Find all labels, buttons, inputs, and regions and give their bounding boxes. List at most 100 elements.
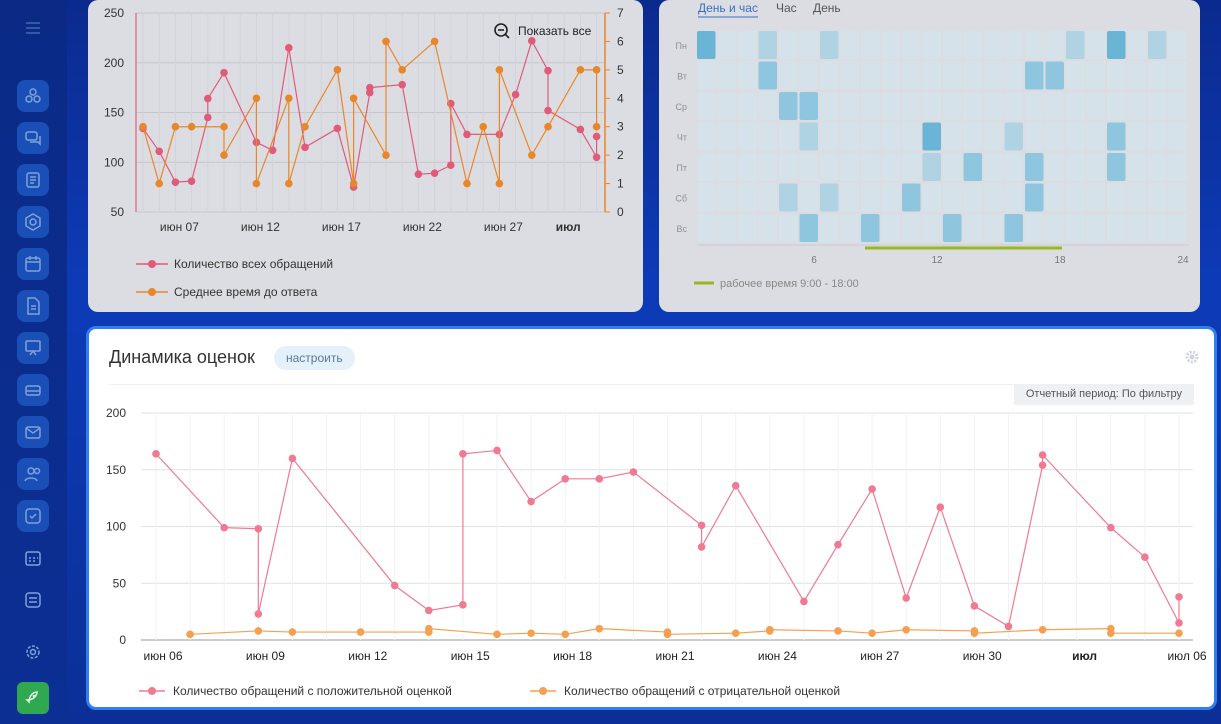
x-tick-label: июн 18 <box>553 649 592 663</box>
data-point <box>970 602 979 610</box>
heatmap-cell <box>1086 31 1105 59</box>
heatmap-cell <box>861 153 880 181</box>
data-point <box>152 450 160 458</box>
data-point <box>868 485 876 493</box>
heatmap-cell <box>1086 122 1105 151</box>
y-left-tick-label: 200 <box>104 56 124 70</box>
heatmap-cell <box>1127 153 1146 181</box>
data-point <box>186 630 194 639</box>
schedule-icon[interactable] <box>17 542 49 574</box>
data-point <box>430 37 439 46</box>
heatmap-cell <box>861 61 880 90</box>
legend-positive[interactable]: Количество обращений с положительной оце… <box>139 684 452 698</box>
legend-marker <box>148 260 156 268</box>
contacts-icon[interactable] <box>17 458 49 490</box>
activity-heatmap: День и час Час День Пн Вт Ср Чт Пт Сб Вс 6 12 18 24 ра… <box>675 1 1189 290</box>
heatmap-cell <box>820 153 839 181</box>
checklist-icon[interactable] <box>17 500 49 532</box>
rocket-icon[interactable] <box>17 682 49 714</box>
y-right-tick-label: 0 <box>617 205 624 219</box>
gear-icon[interactable] <box>1184 349 1200 365</box>
heatmap-cell <box>820 92 839 120</box>
heatmap-cell <box>1004 61 1023 90</box>
legend-label: Количество всех обращений <box>174 257 333 271</box>
heatmap-cell <box>799 153 818 181</box>
heatmap-cell <box>943 153 962 181</box>
y-right-tick-label: 6 <box>617 34 624 48</box>
heatmap-cell <box>840 153 859 181</box>
menu-icon[interactable] <box>17 12 49 44</box>
data-point <box>463 130 471 139</box>
chat-icon[interactable] <box>17 122 49 154</box>
heatmap-cell <box>840 214 859 242</box>
y-left-tick-label: 50 <box>111 205 125 219</box>
hour-tick-label: 24 <box>1177 255 1189 266</box>
heatmap-cell <box>1127 61 1146 90</box>
data-point <box>220 68 228 77</box>
drive-icon[interactable] <box>17 374 49 406</box>
heatmap-cell <box>1045 92 1064 120</box>
heatmap-cell <box>1004 183 1023 212</box>
heatmap-cell <box>1168 61 1187 90</box>
heatmap-cell-active <box>1025 61 1044 90</box>
data-point <box>447 161 455 170</box>
heatmap-cell <box>1004 153 1023 181</box>
heatmap-cell <box>1025 122 1044 151</box>
day-label: Сб <box>675 194 687 204</box>
show-all-zoom-button[interactable]: Показать все <box>494 23 592 39</box>
heatmap-tab[interactable]: Час <box>776 1 797 15</box>
y-left-tick-label: 150 <box>104 106 124 120</box>
activity-heatmap-panel: День и час Час День Пн Вт Ср Чт Пт Сб Вс 6 12 18 24 ра… <box>659 0 1200 312</box>
heatmap-cell <box>1148 214 1167 242</box>
settings-icon[interactable] <box>17 636 49 668</box>
data-point <box>285 179 293 188</box>
heatmap-cell <box>1148 122 1167 151</box>
heatmap-cell <box>922 61 941 90</box>
period-filter-button[interactable]: Отчетный период: По фильтру <box>1013 384 1194 405</box>
data-point <box>527 497 535 506</box>
data-point <box>592 132 601 141</box>
heatmap-cell <box>984 122 1003 151</box>
data-point <box>398 80 407 89</box>
hexagon-icon[interactable] <box>17 206 49 238</box>
data-point <box>970 629 979 637</box>
heatmap-tab[interactable]: День и час <box>698 1 758 15</box>
presentation-icon[interactable] <box>17 332 49 364</box>
data-point <box>902 625 910 634</box>
heatmap-cell <box>717 153 736 181</box>
day-label: Вс <box>676 224 687 234</box>
heatmap-cell <box>1107 214 1126 242</box>
storage-icon[interactable] <box>17 584 49 616</box>
tasks-icon[interactable] <box>17 164 49 196</box>
heatmap-cell <box>1107 61 1126 90</box>
heatmap-cell <box>861 92 880 120</box>
data-point <box>301 122 309 131</box>
data-point <box>731 629 740 637</box>
zoom-out-icon-handle <box>504 33 510 39</box>
heatmap-cell <box>1086 214 1105 242</box>
heatmap-cell <box>1045 153 1064 181</box>
data-point <box>220 151 228 159</box>
ratings-chart: 200 150 100 50 0 июн 06 июн 09 июн 12 июн 15 июн … <box>106 406 1207 663</box>
heatmap-cell <box>1148 153 1167 181</box>
data-point <box>390 581 399 590</box>
configure-button[interactable]: настроить <box>274 346 355 370</box>
data-point <box>463 179 471 188</box>
heatmap-tab[interactable]: День <box>813 1 841 15</box>
heatmap-cell <box>840 92 859 120</box>
mail-icon[interactable] <box>17 416 49 448</box>
document-icon[interactable] <box>17 290 49 322</box>
heatmap-cell <box>738 31 757 59</box>
data-point <box>430 169 439 177</box>
deals-icon[interactable] <box>17 80 49 112</box>
x-tick-label: июн 27 <box>860 649 899 663</box>
heatmap-cell <box>943 183 962 212</box>
heatmap-cell <box>1168 214 1187 242</box>
heatmap-cell <box>840 61 859 90</box>
heatmap-cell-active <box>922 153 941 181</box>
legend-negative[interactable]: Количество обращений с отрицательной оце… <box>530 684 840 698</box>
heatmap-cell-active <box>963 153 982 181</box>
heatmap-cell <box>1168 31 1187 59</box>
data-point <box>800 597 808 606</box>
calendar-icon[interactable] <box>17 248 49 280</box>
